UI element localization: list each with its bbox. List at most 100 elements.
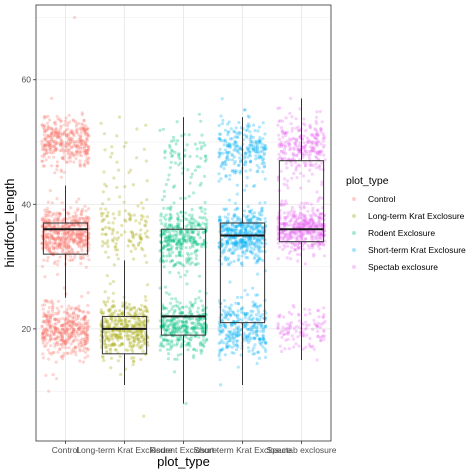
data-point — [223, 215, 227, 219]
data-point — [64, 116, 68, 120]
data-point — [146, 235, 150, 239]
data-point — [72, 119, 76, 123]
data-point — [79, 256, 83, 260]
data-point — [297, 163, 301, 167]
data-point — [61, 140, 65, 144]
data-point — [120, 223, 124, 228]
data-point — [110, 151, 114, 155]
data-point — [82, 343, 86, 347]
data-point — [76, 314, 80, 318]
data-point — [46, 328, 50, 333]
data-point — [223, 258, 228, 262]
data-point — [179, 196, 183, 200]
data-point — [158, 348, 162, 352]
data-point — [178, 157, 182, 161]
data-point — [53, 325, 57, 329]
data-point — [287, 251, 291, 255]
data-point — [72, 132, 76, 136]
data-point — [114, 245, 118, 249]
data-point — [120, 312, 124, 316]
data-point — [315, 190, 319, 194]
data-point — [74, 157, 78, 161]
data-point — [178, 244, 182, 248]
data-point — [48, 337, 53, 341]
data-point — [261, 313, 265, 317]
data-point — [319, 233, 323, 237]
data-point — [289, 146, 293, 151]
data-point — [110, 232, 114, 236]
data-point — [277, 133, 281, 137]
data-point — [190, 207, 194, 212]
data-point — [58, 241, 62, 245]
data-point — [310, 243, 314, 247]
data-point — [60, 237, 64, 241]
data-point — [85, 340, 89, 344]
data-point — [307, 219, 311, 223]
data-point — [263, 217, 267, 221]
data-point — [77, 232, 81, 236]
data-point — [192, 222, 196, 226]
data-point — [70, 321, 74, 325]
data-point — [85, 216, 89, 220]
data-point — [59, 219, 64, 223]
data-point — [187, 213, 191, 217]
data-point — [172, 138, 176, 142]
data-point — [68, 336, 72, 340]
data-point — [205, 338, 209, 342]
data-point — [77, 232, 81, 236]
data-point — [104, 345, 108, 349]
data-point — [187, 232, 191, 236]
data-point — [236, 328, 240, 332]
data-point — [64, 133, 68, 138]
data-point — [47, 236, 52, 240]
data-point — [321, 139, 325, 143]
legend-item: Short-term Krat Exclosure — [346, 242, 466, 258]
legend-item: Rodent Exclosure — [346, 225, 435, 241]
data-point — [61, 242, 65, 246]
data-point — [203, 207, 207, 211]
data-point — [44, 373, 48, 377]
data-point — [65, 328, 69, 332]
data-point — [64, 346, 68, 350]
data-point — [145, 308, 149, 312]
data-point — [52, 246, 57, 250]
data-point — [168, 319, 172, 323]
data-point — [191, 356, 196, 360]
data-point — [56, 235, 60, 240]
data-point — [41, 335, 45, 339]
data-point — [56, 236, 60, 240]
data-point — [230, 351, 234, 355]
data-point — [42, 320, 46, 324]
data-point — [47, 218, 51, 222]
data-point — [56, 232, 60, 236]
data-point — [248, 249, 252, 253]
data-point — [48, 142, 53, 146]
data-point — [60, 337, 64, 341]
data-point — [303, 123, 307, 127]
data-point — [218, 358, 222, 362]
data-point — [48, 238, 52, 242]
data-point — [102, 170, 106, 174]
jitter-points — [40, 15, 327, 418]
data-point — [56, 216, 61, 220]
data-point — [164, 182, 168, 187]
data-point — [162, 206, 166, 210]
data-point — [203, 200, 207, 205]
data-point — [81, 256, 85, 260]
data-point — [106, 337, 110, 341]
data-point — [84, 230, 88, 234]
data-point — [58, 338, 62, 342]
data-point — [239, 160, 243, 164]
data-point — [70, 218, 74, 222]
data-point — [301, 247, 306, 251]
data-point — [192, 327, 196, 331]
data-point — [323, 320, 327, 324]
data-point — [57, 330, 61, 334]
data-point — [138, 221, 142, 225]
data-point — [79, 232, 83, 236]
data-point — [78, 241, 82, 245]
data-point — [45, 315, 49, 319]
data-point — [295, 176, 299, 180]
data-point — [85, 137, 89, 141]
data-point — [59, 355, 63, 359]
